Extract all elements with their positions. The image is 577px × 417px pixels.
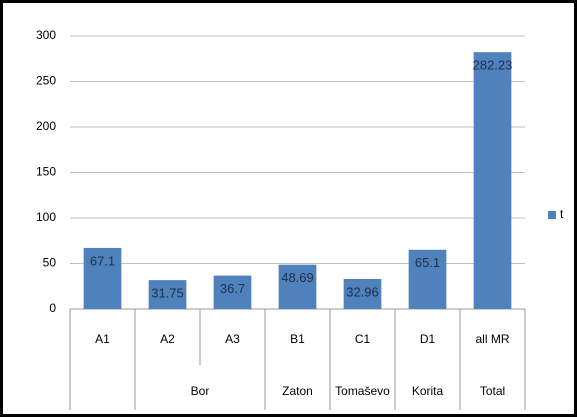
y-tick-label: 300: [36, 28, 56, 42]
bar: [473, 52, 512, 309]
bar: [408, 249, 447, 309]
group-label: Korita: [412, 384, 444, 398]
legend-swatch: [548, 211, 556, 219]
data-label: 65.1: [415, 255, 440, 270]
data-label: 32.96: [346, 284, 379, 299]
group-label: Bor: [191, 384, 210, 398]
data-label: 31.75: [151, 286, 184, 301]
data-label: 67.1: [90, 253, 115, 268]
bar: [343, 279, 382, 309]
bar: [278, 264, 317, 309]
data-label: 36.7: [220, 281, 245, 296]
y-tick-label: 50: [43, 256, 57, 270]
y-tick-label: 150: [36, 165, 56, 179]
x-tick-label: C1: [355, 332, 371, 346]
y-tick-label: 100: [36, 210, 56, 224]
group-label: Tomaševo: [335, 384, 390, 398]
group-label: Zaton: [282, 384, 313, 398]
legend-label: t: [560, 207, 564, 221]
y-tick-label: 250: [36, 74, 56, 88]
y-tick-label: 200: [36, 119, 56, 133]
group-label: Total: [480, 384, 505, 398]
y-tick-label: 0: [49, 301, 56, 315]
x-tick-label: A1: [95, 332, 110, 346]
x-tick-label: B1: [290, 332, 305, 346]
x-tick-label: D1: [420, 332, 436, 346]
x-tick-label: all MR: [475, 332, 509, 346]
data-label: 48.69: [281, 270, 314, 285]
bar: [83, 247, 122, 309]
x-tick-label: A3: [225, 332, 240, 346]
data-label: 282.23: [473, 58, 513, 73]
x-tick-label: A2: [160, 332, 175, 346]
bar: [148, 280, 187, 309]
bar: [213, 275, 252, 309]
